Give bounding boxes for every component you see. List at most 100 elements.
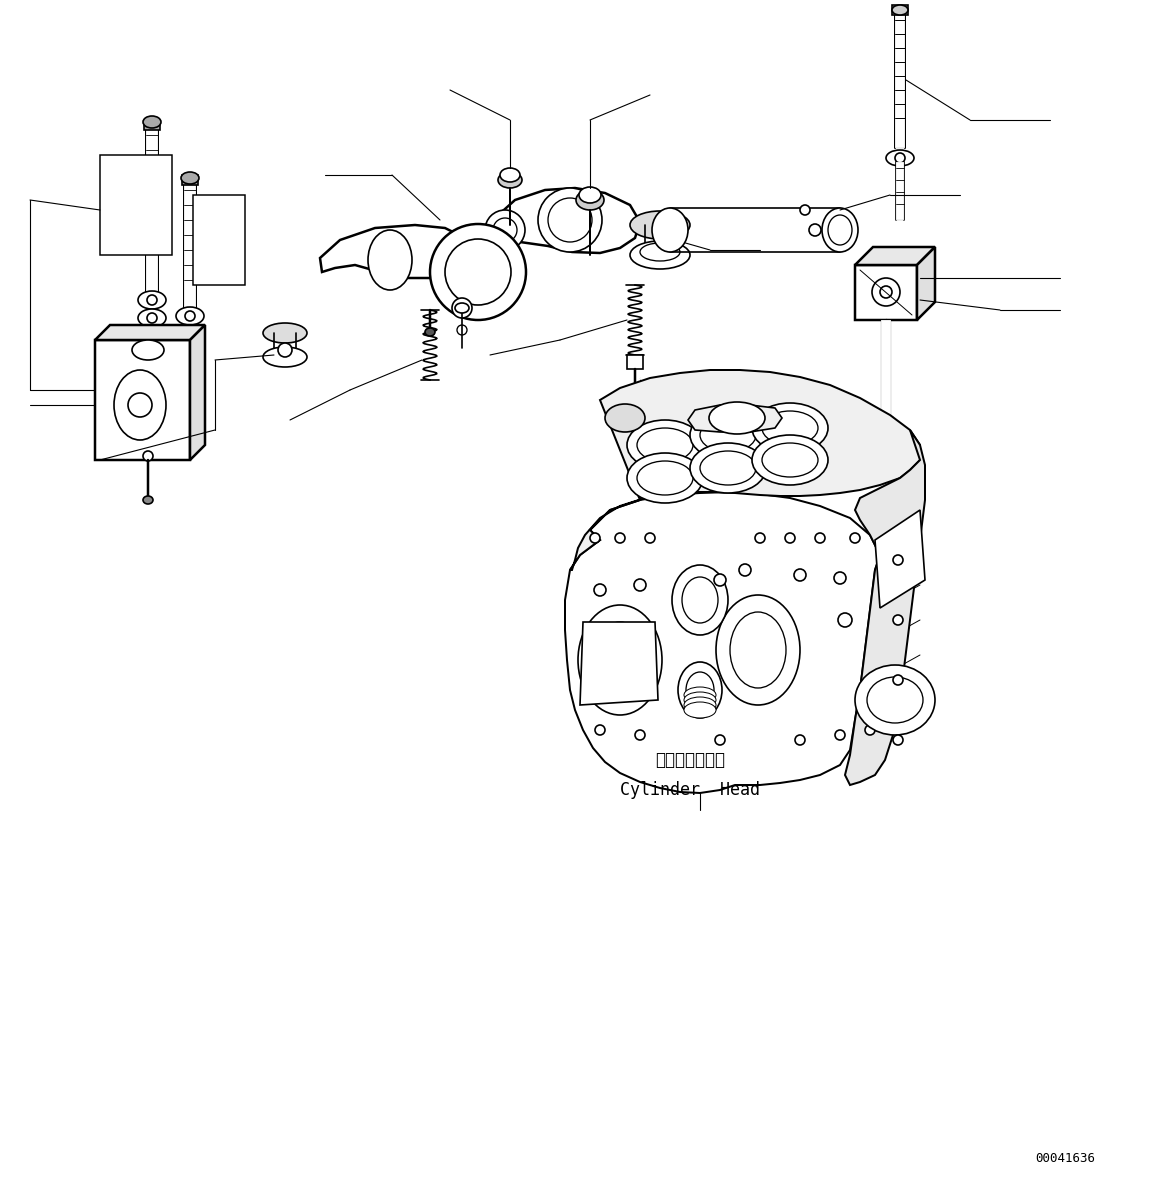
Circle shape [896,153,905,163]
Ellipse shape [498,172,522,188]
Ellipse shape [114,370,166,440]
Circle shape [635,730,645,740]
Circle shape [714,575,726,586]
Ellipse shape [424,328,435,336]
Polygon shape [875,510,925,608]
Ellipse shape [709,402,765,434]
Circle shape [147,296,157,305]
Ellipse shape [762,443,818,477]
Ellipse shape [752,404,828,453]
Polygon shape [580,622,658,705]
Ellipse shape [700,451,756,485]
Circle shape [834,572,846,584]
Ellipse shape [682,577,718,623]
Ellipse shape [637,461,693,495]
Circle shape [893,615,902,626]
Ellipse shape [684,702,716,718]
Ellipse shape [684,687,716,703]
Ellipse shape [445,239,511,305]
Circle shape [800,205,809,215]
Circle shape [634,579,645,591]
Ellipse shape [576,190,604,210]
Circle shape [645,533,655,542]
Ellipse shape [716,595,800,705]
Polygon shape [627,355,643,369]
Polygon shape [181,174,198,185]
Polygon shape [190,325,205,461]
Ellipse shape [762,411,818,445]
Polygon shape [320,226,472,278]
Ellipse shape [872,278,900,306]
Circle shape [795,735,805,745]
Circle shape [147,313,157,323]
Circle shape [815,533,825,542]
Circle shape [835,730,846,740]
Circle shape [839,612,852,627]
Ellipse shape [131,339,164,360]
Circle shape [794,569,806,580]
Ellipse shape [630,211,690,239]
Text: 00041636: 00041636 [1035,1151,1096,1164]
Circle shape [850,533,859,542]
Ellipse shape [686,672,714,707]
Ellipse shape [448,243,472,267]
Ellipse shape [752,434,828,485]
Polygon shape [916,247,935,320]
Ellipse shape [730,612,786,688]
Circle shape [128,393,152,417]
Polygon shape [95,325,205,339]
Ellipse shape [690,443,766,493]
Ellipse shape [181,172,199,184]
Circle shape [595,725,605,735]
Text: シリンダヘッド: シリンダヘッド [655,751,725,769]
Circle shape [615,533,625,542]
Ellipse shape [538,188,602,252]
Circle shape [143,451,154,461]
Ellipse shape [878,415,894,425]
Polygon shape [184,185,197,310]
Ellipse shape [493,218,518,242]
Polygon shape [892,5,908,15]
Ellipse shape [485,210,525,250]
Ellipse shape [430,224,526,320]
Circle shape [590,533,600,542]
Circle shape [809,224,821,236]
Polygon shape [855,247,935,265]
Polygon shape [846,430,925,785]
Circle shape [880,286,892,298]
Circle shape [594,584,606,596]
Polygon shape [144,120,160,131]
Ellipse shape [630,241,690,269]
Ellipse shape [138,309,166,326]
Ellipse shape [855,665,935,735]
Polygon shape [882,320,891,420]
Polygon shape [565,491,880,793]
Polygon shape [147,131,158,296]
Ellipse shape [690,410,766,461]
Ellipse shape [652,208,688,252]
Circle shape [739,564,751,576]
Polygon shape [193,195,245,285]
Circle shape [893,735,902,745]
Circle shape [278,343,292,357]
Polygon shape [688,405,782,432]
Ellipse shape [455,303,469,313]
Ellipse shape [866,677,923,723]
Ellipse shape [828,215,852,245]
Ellipse shape [684,692,716,707]
Circle shape [452,298,472,318]
Ellipse shape [263,323,307,343]
Circle shape [785,533,795,542]
Ellipse shape [579,188,601,203]
Ellipse shape [500,169,520,182]
Ellipse shape [640,243,680,261]
Circle shape [755,533,765,542]
Ellipse shape [886,150,914,166]
Ellipse shape [672,565,728,635]
Circle shape [457,325,468,335]
Ellipse shape [138,291,166,309]
Circle shape [865,725,875,735]
Ellipse shape [627,420,702,470]
Polygon shape [495,188,640,253]
Ellipse shape [440,235,480,275]
